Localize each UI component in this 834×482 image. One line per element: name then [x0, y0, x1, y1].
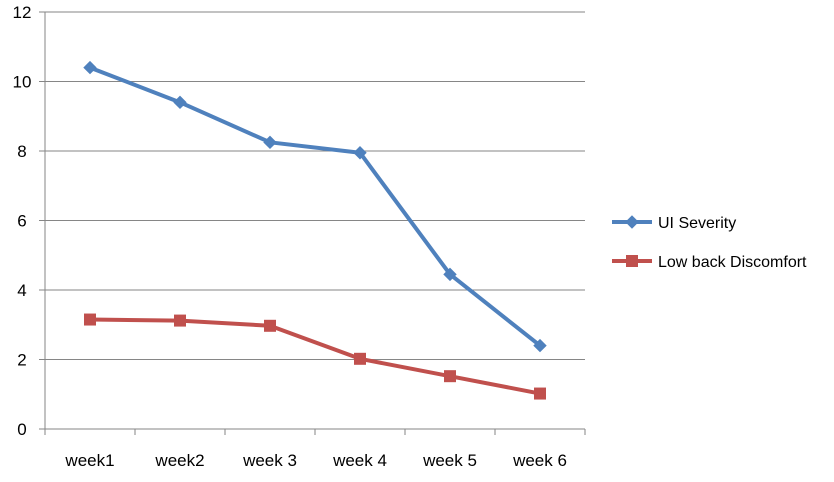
data-point-diamond: [353, 146, 367, 160]
series-group: [83, 60, 547, 400]
x-tick-label: week 3: [242, 451, 297, 470]
data-point-square: [84, 313, 96, 326]
gridlines: [39, 11, 586, 435]
x-tick-labels: week1 week2 week 3 week 4 week 5 week 6: [64, 451, 567, 470]
data-point-diamond: [533, 338, 547, 353]
legend-label-low-back-discomfort: Low back Discomfort: [658, 254, 807, 271]
legend-marker-square: [626, 255, 638, 267]
x-tick-label: week 4: [332, 451, 387, 470]
legend-item-low-back-discomfort: Low back Discomfort: [612, 254, 807, 271]
data-point-square: [534, 387, 546, 400]
legend-item-ui-severity: UI Severity: [612, 215, 736, 232]
series-line: [88, 317, 542, 396]
legend-label-ui-severity: UI Severity: [658, 215, 736, 232]
x-tick-label: week 5: [422, 451, 477, 470]
y-tick-label: 2: [17, 351, 26, 370]
y-tick-label: 12: [13, 3, 32, 22]
data-point-square: [264, 319, 276, 332]
data-point-diamond: [443, 267, 457, 282]
series-ui-severity: [83, 60, 547, 353]
data-point-square: [444, 370, 456, 383]
y-tick-labels: 0 2 4 6 8 10 12: [13, 3, 32, 439]
legend-square-marker: [626, 255, 638, 267]
y-tick-label: 4: [17, 281, 26, 300]
series-low-back-discomfort: [84, 313, 546, 400]
data-point-diamond: [263, 135, 277, 150]
x-tick-label: week2: [154, 451, 204, 470]
data-point-diamond: [83, 60, 97, 75]
data-point-square: [174, 314, 186, 327]
y-tick-label: 0: [17, 420, 26, 439]
series-line: [88, 65, 542, 348]
legend-diamond-marker: [625, 215, 639, 229]
data-point-square: [354, 352, 366, 365]
x-tick-label: week 6: [512, 451, 567, 470]
legend-marker-diamond: [625, 215, 639, 229]
y-tick-label: 10: [13, 73, 32, 92]
data-point-diamond: [173, 95, 187, 110]
y-tick-label: 8: [17, 142, 26, 161]
legend: UI Severity Low back Discomfort: [612, 215, 807, 271]
y-tick-label: 6: [17, 212, 26, 231]
axes: [44, 12, 585, 430]
x-tick-label: week1: [64, 451, 114, 470]
